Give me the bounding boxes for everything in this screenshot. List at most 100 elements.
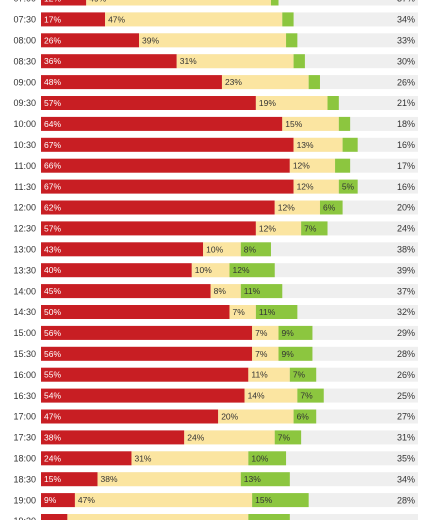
remainder-label: 24% xyxy=(397,224,415,234)
data-label: 57% xyxy=(44,98,61,108)
data-label: 47% xyxy=(78,495,95,505)
bar-segment-2 xyxy=(293,179,339,194)
remainder-label: 26% xyxy=(397,370,415,380)
data-label: 55% xyxy=(44,370,61,380)
tick-label: 16:00 xyxy=(13,370,36,380)
tick-label: 07:30 xyxy=(13,15,36,25)
data-label: 45% xyxy=(44,286,61,296)
bar-segment-1 xyxy=(41,305,230,319)
bar-segment-1 xyxy=(41,284,211,299)
bar-row: 17:30 38% 24% 7% 31% xyxy=(13,430,418,445)
bar-segment-2 xyxy=(293,137,343,152)
remainder-label: 17% xyxy=(397,161,415,171)
data-label: 12% xyxy=(233,265,250,275)
tick-label: 10:00 xyxy=(13,119,36,129)
data-label: 15% xyxy=(285,119,302,129)
bar-segment-1 xyxy=(41,75,222,90)
bar-segment-2 xyxy=(74,493,253,508)
tick-label: 17:00 xyxy=(13,412,36,422)
bar-segment-3 xyxy=(342,137,358,152)
bar-row: 09:00 48% 23% 26% xyxy=(13,75,418,90)
bar-segment-2 xyxy=(203,242,241,257)
data-label: 24% xyxy=(187,432,204,442)
bar-segment-2 xyxy=(210,284,241,299)
data-label: 11% xyxy=(244,286,261,296)
tick-label: 09:30 xyxy=(13,98,36,108)
remainder-label: 33% xyxy=(397,36,415,46)
bar-segment-2 xyxy=(105,12,283,27)
bar-row: 13:30 40% 10% 12% 39% xyxy=(13,263,418,278)
bar-segment-3 xyxy=(293,54,305,69)
bar-row: 14:30 50% 7% 11% 32% xyxy=(13,305,418,319)
data-label: 31% xyxy=(180,56,197,66)
data-label: 7% xyxy=(300,391,313,401)
bar-row: 12:00 62% 12% 6% 20% xyxy=(13,200,418,215)
bar-row: 07:00 12% 49% 37% xyxy=(13,0,418,6)
data-label: 14% xyxy=(248,391,265,401)
remainder-label: 31% xyxy=(397,433,415,443)
bar-segment-3 xyxy=(252,493,309,508)
bar-segment-3 xyxy=(255,305,298,319)
bar-segment-2 xyxy=(184,430,275,445)
remainder-label: 34% xyxy=(397,474,415,484)
data-label: 23% xyxy=(225,77,242,87)
bar-row: 10:00 64% 15% 18% xyxy=(13,116,418,131)
data-label: 7% xyxy=(255,328,268,338)
tick-label: 13:00 xyxy=(13,245,36,255)
bar-segment-3 xyxy=(338,116,351,131)
data-label: 49% xyxy=(89,0,106,4)
data-label: 7% xyxy=(255,349,268,359)
bar-segment-2 xyxy=(218,409,294,424)
tick-label: 18:00 xyxy=(13,454,36,464)
bar-segment-3 xyxy=(240,284,283,299)
data-label: 48% xyxy=(44,77,61,87)
data-label: 13% xyxy=(244,474,261,484)
bar-segment-1 xyxy=(41,200,275,215)
bar-segment-3 xyxy=(319,200,343,215)
bar-segment-2 xyxy=(252,346,279,361)
data-label: 40% xyxy=(44,265,61,275)
bar-segment-3 xyxy=(338,179,358,194)
bar-segment-2 xyxy=(252,325,279,340)
bar-row: 14:00 45% 8% 11% 37% xyxy=(13,284,418,299)
data-label: 26% xyxy=(44,35,61,45)
remainder-label: 18% xyxy=(397,119,415,129)
bar-segment-1 xyxy=(41,221,256,236)
tick-label: 14:00 xyxy=(13,286,36,296)
bar-segment-1 xyxy=(41,409,219,424)
tick-label: 09:00 xyxy=(13,77,36,87)
data-label: 7% xyxy=(304,223,317,233)
remainder-label: 26% xyxy=(397,77,415,87)
data-label: 19% xyxy=(259,98,276,108)
bar-segment-1 xyxy=(41,388,245,403)
data-label: 12% xyxy=(259,223,276,233)
tick-label: 07:00 xyxy=(13,0,36,4)
bar-row: 08:00 26% 39% 33% xyxy=(13,33,418,48)
data-label: 15% xyxy=(255,495,272,505)
remainder-label: 38% xyxy=(397,245,415,255)
tick-label: 12:30 xyxy=(13,224,36,234)
bar-row: 18:00 24% 31% 10% 35% xyxy=(13,451,418,466)
bar-segment-1 xyxy=(41,472,98,487)
data-label: 7% xyxy=(293,370,306,380)
remainder-label: 37% xyxy=(397,286,415,296)
data-label: 11% xyxy=(251,370,268,380)
bar-segment-3 xyxy=(278,346,313,361)
data-label: 7% xyxy=(278,432,291,442)
tick-label: 08:30 xyxy=(13,56,36,66)
data-label: 12% xyxy=(278,203,295,213)
tick-label: 11:30 xyxy=(14,182,36,192)
data-label: 24% xyxy=(44,453,61,463)
remainder-label: 16% xyxy=(397,182,415,192)
bar-segment-2 xyxy=(221,75,309,90)
remainder-label: 35% xyxy=(397,454,415,464)
bar-segment-1 xyxy=(41,242,204,257)
remainder-label: 25% xyxy=(397,391,415,401)
bar-row: 09:30 57% 19% 21% xyxy=(13,96,418,110)
bar-segment-2 xyxy=(67,514,249,520)
bar-row: 19:30 xyxy=(13,514,418,520)
data-label: 8% xyxy=(244,244,257,254)
data-label: 56% xyxy=(44,328,61,338)
data-label: 47% xyxy=(44,412,61,422)
